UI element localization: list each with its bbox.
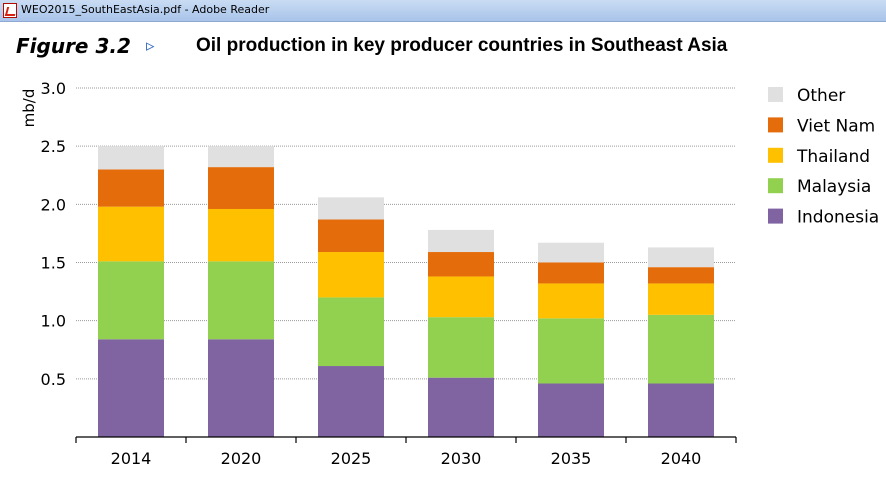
legend-swatch: [768, 147, 783, 163]
legend-swatch: [768, 178, 783, 194]
figure-title: Oil production in key producer countries…: [196, 35, 728, 56]
x-tick-label: 2020: [221, 449, 262, 468]
bar-segment-indonesia: [538, 383, 604, 437]
legend-swatch: [768, 87, 783, 102]
x-tick-label: 2035: [551, 449, 592, 468]
legend-label: Other: [797, 86, 845, 106]
legend-label: Indonesia: [797, 208, 879, 228]
figure-label: Figure 3.2: [16, 34, 131, 58]
bar-segment-malaysia: [208, 261, 274, 340]
bar-segment-thailand: [208, 208, 274, 262]
bar-segment-other: [208, 146, 274, 168]
y-tick-label: 3.0: [41, 79, 66, 98]
bar-segment-thailand: [318, 252, 384, 298]
legend-label: Viet Nam: [797, 116, 875, 136]
y-tick-label: 0.5: [41, 370, 66, 389]
bar-segment-other: [318, 197, 384, 220]
bar-segment-indonesia: [428, 377, 494, 437]
legend-swatch: [768, 117, 783, 133]
x-tick-label: 2014: [111, 449, 152, 468]
bar-segment-indonesia: [648, 383, 714, 437]
y-tick-label: 1.5: [41, 254, 66, 273]
x-tick-label: 2040: [661, 449, 702, 468]
bar-segment-viet-nam: [98, 169, 164, 207]
bar-segment-viet-nam: [318, 219, 384, 253]
bar-segment-other: [428, 229, 494, 253]
x-tick-label: 2025: [331, 449, 372, 468]
bar-segment-malaysia: [428, 317, 494, 378]
y-axis-label: mb/d: [20, 89, 38, 128]
legend-label: Thailand: [796, 147, 870, 167]
bar-segment-malaysia: [648, 314, 714, 384]
figure-arrow-icon[interactable]: ▹: [146, 36, 155, 56]
legend-label: Malaysia: [797, 177, 871, 197]
bar-segment-other: [538, 242, 604, 263]
x-tick-label: 2030: [441, 449, 482, 468]
y-tick-label: 2.5: [41, 137, 66, 156]
bar-segment-other: [98, 146, 164, 170]
stacked-bar-chart: 0.5 1.0 1.5 2.0 2.5 3.0mb/d 2014 2020 2025 2030 20…: [20, 79, 879, 468]
y-tick-label: 2.0: [41, 195, 66, 214]
legend-swatch: [768, 208, 783, 224]
window-title: WEO2015_SouthEastAsia.pdf - Adobe Reader: [21, 3, 270, 16]
bar-segment-thailand: [648, 283, 714, 315]
bar-segment-indonesia: [208, 339, 274, 437]
bar-segment-thailand: [538, 283, 604, 319]
bar-segment-thailand: [98, 206, 164, 262]
bar-segment-viet-nam: [208, 167, 274, 209]
window-titlebar: WEO2015_SouthEastAsia.pdf - Adobe Reader: [0, 0, 886, 22]
bar-segment-other: [648, 247, 714, 268]
bar-segment-viet-nam: [428, 252, 494, 277]
bar-segment-viet-nam: [648, 267, 714, 284]
bar-segment-viet-nam: [538, 262, 604, 284]
bar-segment-malaysia: [318, 297, 384, 367]
pdf-file-icon: [3, 3, 17, 18]
bar-segment-indonesia: [318, 366, 384, 437]
y-tick-label: 1.0: [41, 312, 66, 331]
bar-segment-thailand: [428, 276, 494, 318]
bar-segment-malaysia: [538, 318, 604, 384]
bar-segment-malaysia: [98, 261, 164, 340]
bar-segment-indonesia: [98, 339, 164, 437]
